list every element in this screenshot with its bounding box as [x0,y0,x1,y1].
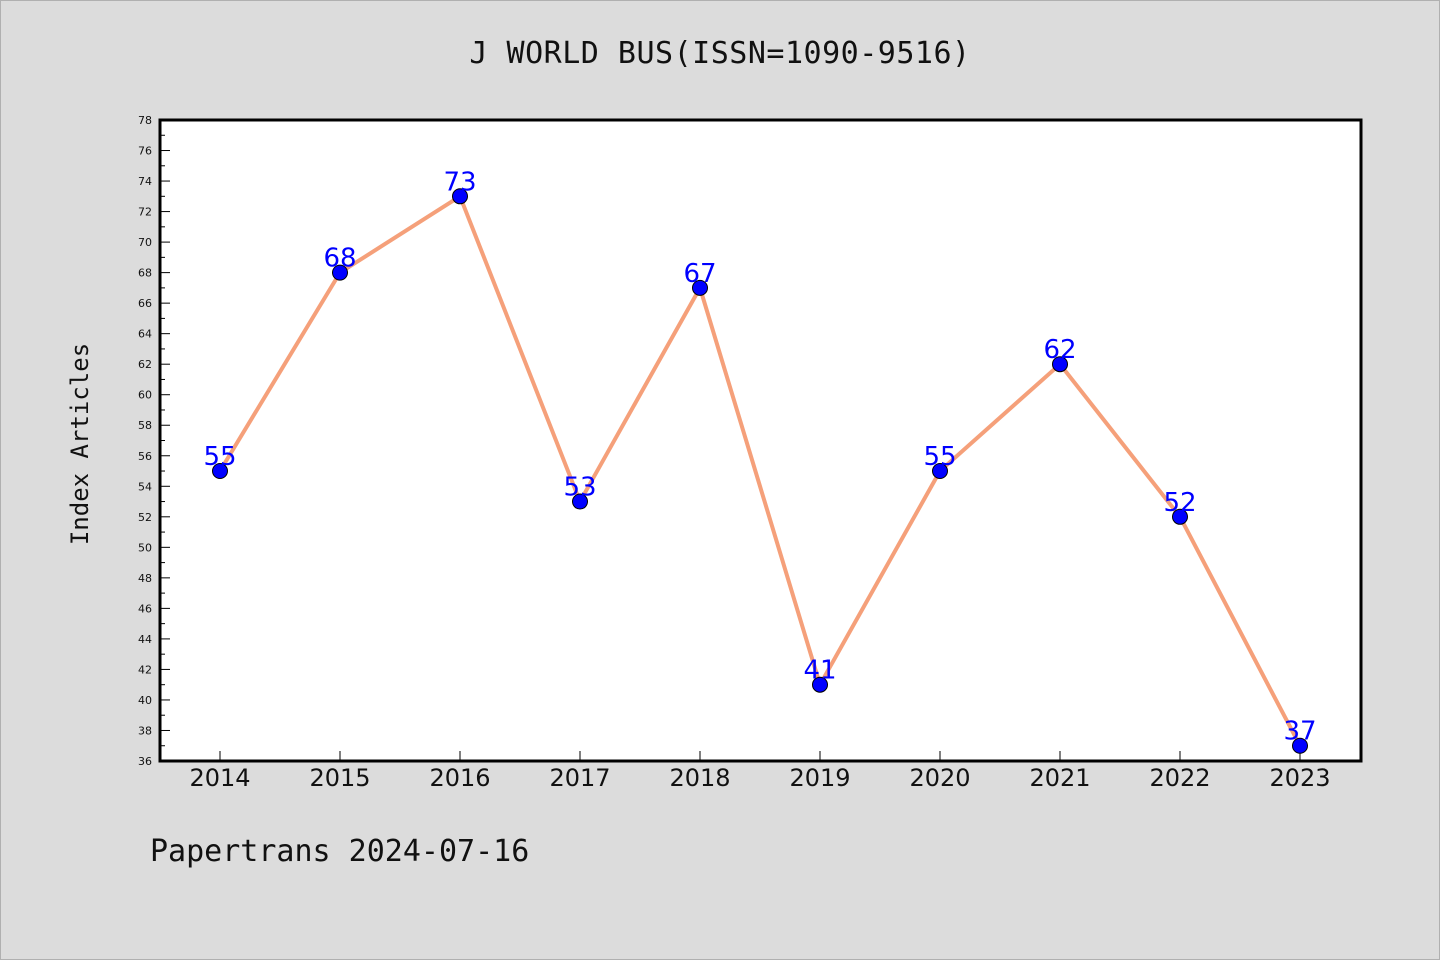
y-tick-label: 54 [138,480,152,493]
line-chart: 36 38 40 42 44 46 48 50 52 54 56 58 60 62 64 66 68 70 72 74… [0,0,1440,960]
x-tick-label: 2020 [909,764,970,792]
x-tick-label: 2023 [1269,764,1330,792]
x-tick-label: 2016 [429,764,490,792]
footer-credit: Papertrans 2024-07-16 [150,834,529,869]
y-tick-label: 38 [138,724,152,737]
x-tick-label: 2014 [189,764,250,792]
x-tick-label: 2015 [309,764,370,792]
y-tick-label: 44 [138,633,152,646]
y-tick-label: 46 [138,602,152,615]
x-tick-label: 2019 [789,764,850,792]
y-tick-label: 62 [138,358,152,371]
data-label-2021: 62 [1043,335,1076,365]
x-tick-label: 2021 [1029,764,1090,792]
data-label-2023: 37 [1283,717,1316,747]
plot-area [160,120,1361,761]
y-tick-label: 56 [138,450,152,463]
data-label-2014: 55 [203,442,236,472]
y-tick-label: 76 [138,145,152,158]
data-label-2022: 52 [1163,488,1196,518]
y-tick-label: 60 [138,389,152,402]
data-label-2015: 68 [323,244,356,274]
y-tick-label: 52 [138,511,152,524]
y-tick-label: 78 [138,114,152,127]
x-tick-label: 2017 [549,764,610,792]
y-tick-label: 36 [138,755,152,768]
y-tick-label: 72 [138,206,152,219]
data-label-2020: 55 [923,442,956,472]
y-tick-label: 50 [138,541,152,554]
y-tick-label: 58 [138,419,152,432]
y-tick-label: 64 [138,328,152,341]
data-label-2019: 41 [803,656,836,686]
data-label-2018: 67 [683,259,716,289]
x-tick-label: 2022 [1149,764,1210,792]
x-tick-label: 2018 [669,764,730,792]
y-tick-label: 42 [138,663,152,676]
y-tick-label: 66 [138,297,152,310]
data-label-2016: 73 [443,167,476,197]
y-tick-label: 74 [138,175,152,188]
y-tick-label: 68 [138,267,152,280]
y-tick-label: 40 [138,694,152,707]
y-tick-label: 48 [138,572,152,585]
y-tick-label: 70 [138,236,152,249]
data-label-2017: 53 [563,473,596,503]
